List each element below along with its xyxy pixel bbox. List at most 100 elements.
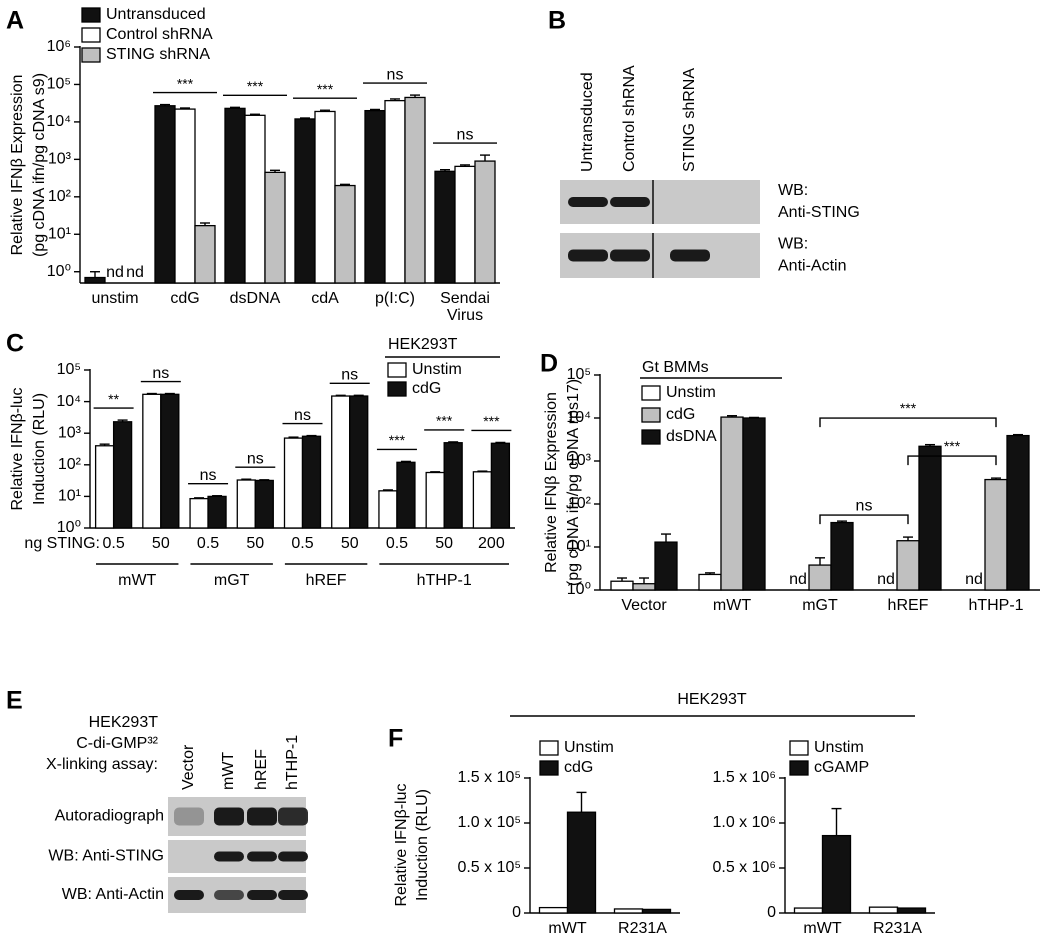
bar xyxy=(112,421,133,529)
sig-label: *** xyxy=(177,75,194,91)
bar xyxy=(610,580,634,591)
y-tick-label: 10¹ xyxy=(58,488,81,505)
y-tick-label: 1.5 x 10⁵ xyxy=(457,769,521,786)
blot-row-label: Anti-STING xyxy=(778,204,860,221)
y-tick-label: 10² xyxy=(568,495,592,512)
legend-swatch xyxy=(387,362,407,378)
group-label: mWT xyxy=(118,572,156,589)
x-tick-label: 200 xyxy=(478,535,505,552)
value-label: nd xyxy=(965,571,983,588)
value-label: nd xyxy=(106,264,124,281)
x-label-box: 0.5 xyxy=(291,535,313,552)
panel-letter: E xyxy=(6,687,23,715)
x-tick-label: 0.5 xyxy=(385,535,409,552)
x-label-box: cdA xyxy=(311,290,339,307)
sig-label: ns xyxy=(152,365,169,382)
x-label-box: hTHP-1 xyxy=(968,597,1024,614)
value-label: nd xyxy=(877,571,895,588)
legend-swatch xyxy=(789,760,809,776)
blot-row-label: WB: Anti-Actin xyxy=(62,886,164,903)
x-tick-label: 50 xyxy=(340,535,359,552)
bar xyxy=(396,461,416,529)
bar xyxy=(314,110,336,284)
bar xyxy=(301,435,322,529)
y-tick-label: 10¹ xyxy=(568,538,591,555)
x-tick-label: dsDNA xyxy=(229,290,281,307)
legend-label: Unstim xyxy=(666,384,716,401)
y-tick-label: 10⁵ xyxy=(47,76,71,93)
sig-label: ns xyxy=(200,467,217,484)
bar xyxy=(821,834,852,914)
y-tick-label: 10⁴ xyxy=(46,113,71,130)
x-label-box: 50 xyxy=(340,535,359,552)
y-tick-label: 10⁵ xyxy=(57,361,81,378)
legend-label: Untransduced xyxy=(106,6,206,23)
panel-letter: C xyxy=(6,330,24,358)
x-tick-label: hTHP-1 xyxy=(968,597,1024,614)
legend-label: Unstim xyxy=(814,739,864,756)
y-axis-label: Induction (RLU) xyxy=(414,789,431,901)
legend-swatch xyxy=(641,407,661,423)
chart-title: HEK293T xyxy=(677,691,747,708)
bar xyxy=(224,107,246,284)
group-label: hREF xyxy=(306,572,347,589)
x-label-box: 50 xyxy=(435,535,454,552)
y-tick-label: 1.5 x 10⁶ xyxy=(712,769,776,786)
x-tick-label: 50 xyxy=(151,535,170,552)
x-label-box: Vector xyxy=(621,597,667,614)
bar xyxy=(349,395,369,529)
bar xyxy=(808,564,832,591)
bar xyxy=(632,583,656,591)
legend-swatch xyxy=(789,740,809,756)
blot-row-label: WB: xyxy=(778,182,808,199)
blot-header: C-di-GMP³² xyxy=(76,735,158,752)
y-tick-label: 10³ xyxy=(58,424,82,441)
bar xyxy=(538,906,569,914)
bar xyxy=(264,171,286,284)
x-tick-label: 50 xyxy=(435,535,454,552)
sig-bracket xyxy=(907,455,997,466)
y-tick-label: 0.5 x 10⁶ xyxy=(712,859,776,876)
x-label-box: 0.5 xyxy=(102,535,124,552)
legend-label: Unstim xyxy=(412,361,462,378)
lane-label: hTHP-1 xyxy=(284,735,301,790)
x-label-box: 50 xyxy=(151,535,170,552)
bar xyxy=(613,908,644,914)
x-label-box: cdG xyxy=(170,290,199,307)
x-tick-label: mWT xyxy=(548,920,587,935)
bar xyxy=(654,541,678,591)
bar xyxy=(698,573,722,591)
sig-label: ns xyxy=(856,497,873,514)
bar xyxy=(364,109,386,284)
y-tick-label: 1.0 x 10⁶ xyxy=(712,814,776,831)
y-axis-label: (pg cDNA ifn/pg cDNA s9) xyxy=(31,73,48,257)
x-tick-label: unstim xyxy=(91,290,139,307)
bar xyxy=(189,497,209,529)
x-label-box: 0.5 xyxy=(385,535,409,552)
x-label-box: mWT xyxy=(803,920,841,935)
panel-letter: D xyxy=(540,350,558,378)
sig-label: ns xyxy=(387,66,404,83)
bar xyxy=(720,416,744,591)
y-axis-label: Relative IFNβ Expression xyxy=(543,392,560,573)
x-tick-label: Vector xyxy=(621,597,667,614)
bar xyxy=(425,471,445,529)
bar xyxy=(1006,434,1030,591)
bar xyxy=(207,495,227,529)
group-label: hTHP-1 xyxy=(417,572,472,589)
sig-label: *** xyxy=(389,432,406,448)
sig-label: ** xyxy=(108,391,119,407)
bar xyxy=(474,160,496,284)
value-label: nd xyxy=(126,264,144,281)
legend-label: cdG xyxy=(564,759,593,776)
sig-label: *** xyxy=(247,78,264,94)
sig-label: ns xyxy=(457,126,474,143)
x-tick-label: 50 xyxy=(246,535,265,552)
x-label-box: 200 xyxy=(478,535,505,552)
x-tick-label: R231A xyxy=(873,920,922,935)
blot-row-label: Autoradiograph xyxy=(55,808,164,825)
lane-label: Control shRNA xyxy=(621,65,638,172)
x-label-box: mWT xyxy=(548,920,587,935)
y-tick-label: 10³ xyxy=(568,452,592,469)
y-tick-label: 10³ xyxy=(48,151,72,168)
